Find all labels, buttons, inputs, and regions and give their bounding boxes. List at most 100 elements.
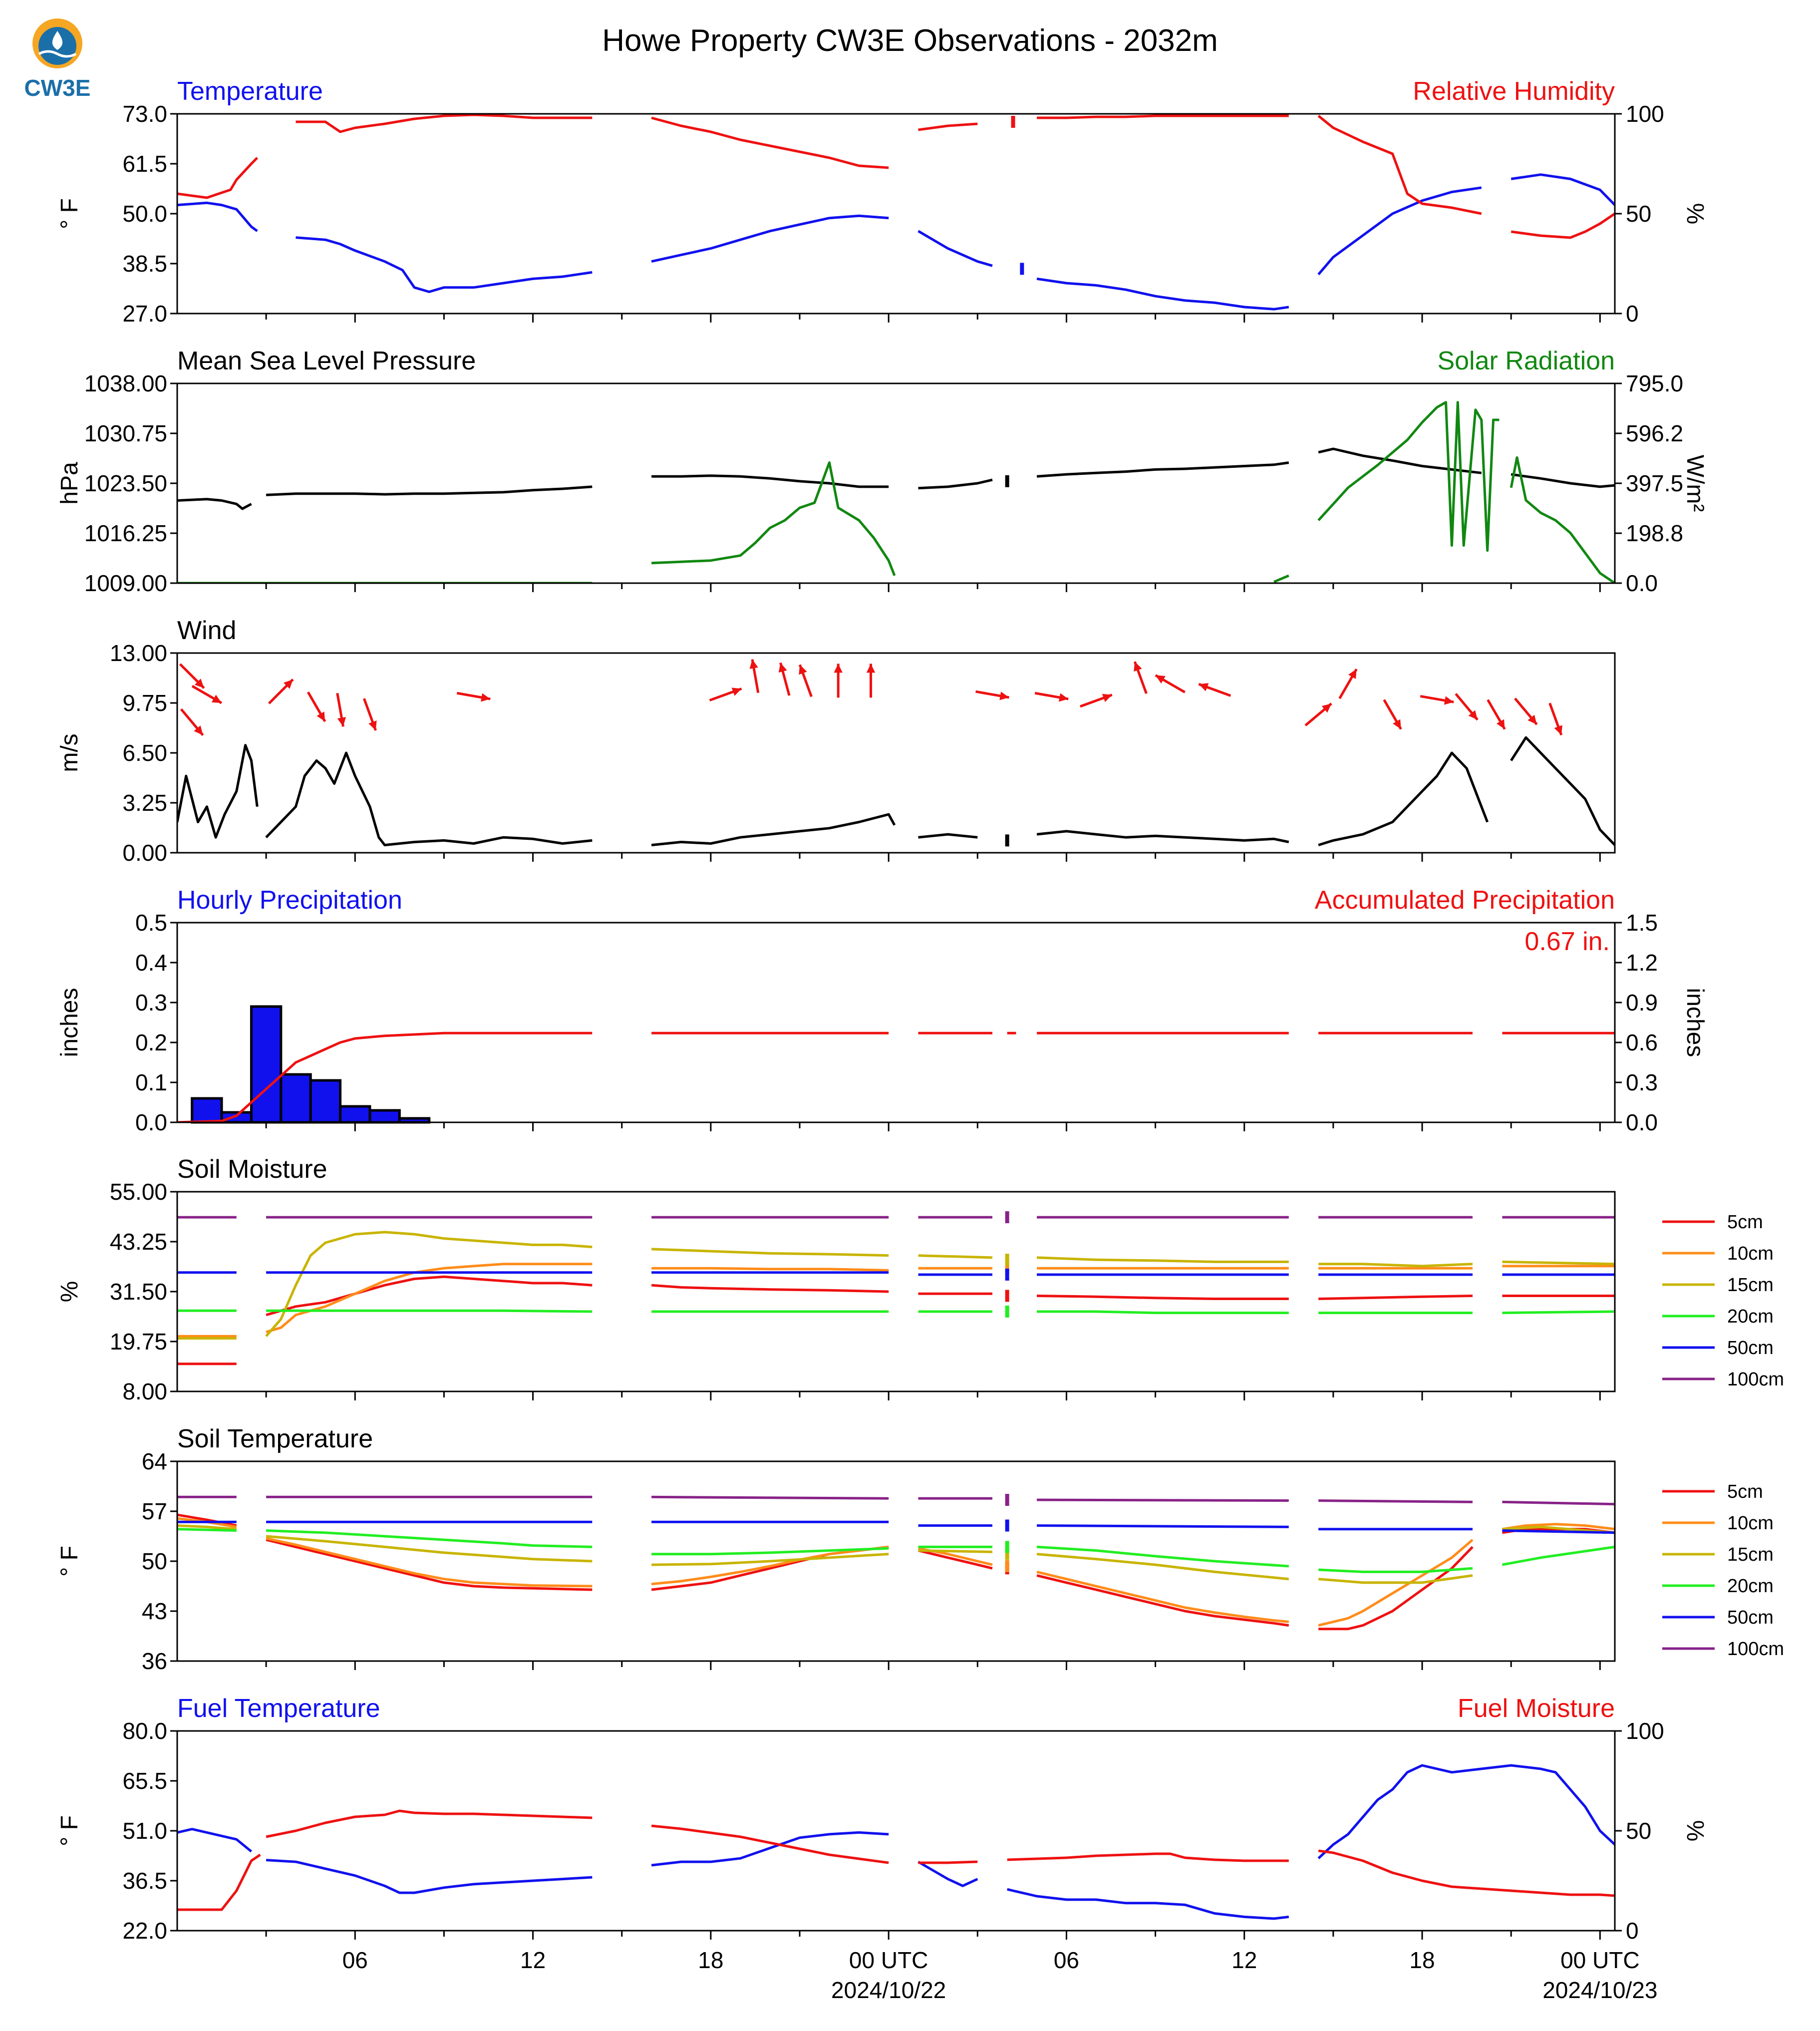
series-line — [651, 1545, 889, 1586]
wind-arrow — [1548, 702, 1563, 736]
y-axis-label: ° F — [56, 1815, 83, 1846]
legend-label: 15cm — [1727, 1544, 1774, 1565]
series-point — [1005, 1290, 1009, 1302]
y2-tick-label: 0.0 — [1626, 1109, 1658, 1135]
legend-label: 100cm — [1727, 1369, 1784, 1390]
logo-drop-icon — [52, 31, 63, 50]
wind-arrow — [1338, 668, 1358, 699]
x-date-label: 2024/10/22 — [831, 1977, 946, 2003]
y-tick-label: 1038.00 — [84, 370, 167, 396]
y-tick-label: 8.00 — [122, 1378, 167, 1404]
y-axis-label: inches — [56, 988, 83, 1057]
plot-area — [177, 1764, 1615, 1920]
series-line — [177, 157, 259, 199]
series-line — [1317, 1764, 1615, 1860]
y-tick-label: 1016.25 — [84, 520, 167, 546]
wind-arrow — [975, 690, 1009, 700]
series-point — [1005, 834, 1009, 847]
series-line — [917, 1549, 993, 1570]
y2-tick-label: 397.5 — [1626, 470, 1683, 496]
series-line — [1318, 1295, 1473, 1300]
panel-title-left: Wind — [177, 616, 236, 645]
wind-arrow — [1455, 693, 1479, 721]
series-point — [1005, 1262, 1009, 1275]
series-point — [1005, 1560, 1009, 1572]
series-point — [1005, 1548, 1009, 1560]
y-tick-label: 0.1 — [135, 1069, 167, 1095]
panel-title-right: Relative Humidity — [1413, 77, 1615, 106]
precip-bar — [339, 1105, 371, 1124]
plot-area — [177, 1211, 1615, 1365]
legend: 5cm 10cm 15cm 20cm 50cm 100cm — [1662, 1212, 1784, 1390]
wind-arrow — [1155, 674, 1186, 693]
y-tick-label: 6.50 — [122, 740, 167, 766]
panel-soilt: Soil Temperature 64 57 50 43 36 ° F 5cm 10cm 15cm… — [56, 1424, 1784, 1674]
series-line — [651, 1547, 889, 1556]
wind-arrow — [363, 698, 377, 731]
panel-frame — [176, 1191, 1616, 1392]
panel-press: Mean Sea Level Pressure Solar Radiation 10… — [56, 346, 1708, 596]
y2-tick-label: 198.8 — [1626, 520, 1683, 546]
series-line — [651, 1553, 889, 1566]
series-line — [1036, 1545, 1289, 1568]
series-line — [918, 833, 978, 839]
panel-frame — [176, 1730, 1616, 1932]
series-line — [266, 1809, 593, 1838]
series-line — [918, 1860, 978, 1864]
series-line — [651, 1831, 889, 1867]
precip-bar — [309, 1079, 342, 1124]
precip-bar — [250, 1005, 283, 1124]
x-tick-label: 18 — [1409, 1947, 1435, 1973]
series-line — [917, 1860, 978, 1887]
plot-area — [177, 1031, 1615, 1122]
series-line — [266, 1263, 593, 1334]
series-line — [1511, 173, 1615, 206]
wind-arrow — [1198, 682, 1231, 697]
precip-bar — [220, 1111, 253, 1124]
series-line — [651, 1284, 889, 1293]
legend-label: 20cm — [1727, 1306, 1774, 1327]
precip-bar — [280, 1073, 312, 1124]
panel-frame — [176, 652, 1616, 854]
series-line — [1317, 186, 1482, 276]
series-line — [918, 1254, 993, 1259]
series-line — [918, 478, 993, 490]
y2-tick-label: 1.2 — [1626, 950, 1658, 976]
y2-axis-label: % — [1682, 203, 1708, 225]
series-line — [1036, 277, 1289, 311]
page-title: Howe Property CW3E Observations - 2032m — [602, 23, 1218, 58]
series-point — [1011, 116, 1015, 128]
series-line — [266, 1538, 593, 1591]
series-line — [1502, 1529, 1615, 1534]
y-tick-label: 73.0 — [122, 101, 167, 127]
x-tick-label: 00 UTC — [1560, 1947, 1639, 1973]
series-line — [177, 1031, 593, 1122]
series-point — [1005, 1306, 1009, 1318]
panel-soilm: Soil Moisture 55.00 43.25 31.50 19.75 8.00% 5c… — [56, 1155, 1784, 1404]
y-tick-label: 1023.50 — [84, 470, 167, 496]
y-axis-label: ° F — [56, 1546, 83, 1577]
legend-label: 100cm — [1727, 1639, 1784, 1660]
precip-bar — [191, 1097, 223, 1124]
wind-arrow — [179, 663, 205, 689]
series-line — [177, 1513, 237, 1527]
series-line — [1511, 473, 1615, 488]
series-line — [1007, 1888, 1289, 1920]
wind-arrow — [834, 664, 843, 698]
series-line — [1036, 830, 1289, 843]
series-line — [651, 116, 889, 169]
legend-label: 50cm — [1727, 1338, 1774, 1358]
panel-wind: Wind 13.00 9.75 6.50 3.25 0.00 m/s — [56, 616, 1616, 866]
plot-area — [177, 114, 1615, 311]
series-line — [177, 1528, 237, 1532]
series-line — [266, 1275, 593, 1317]
series-line — [651, 1267, 889, 1272]
series-line — [1502, 1500, 1615, 1506]
y-tick-label: 31.50 — [110, 1279, 167, 1305]
legend-label: 50cm — [1727, 1607, 1774, 1628]
wind-arrow — [866, 664, 876, 698]
x-tick-label: 06 — [342, 1947, 368, 1973]
y-tick-label: 22.0 — [122, 1918, 167, 1944]
y-tick-label: 50.0 — [122, 201, 167, 227]
series-line — [1037, 1295, 1289, 1300]
